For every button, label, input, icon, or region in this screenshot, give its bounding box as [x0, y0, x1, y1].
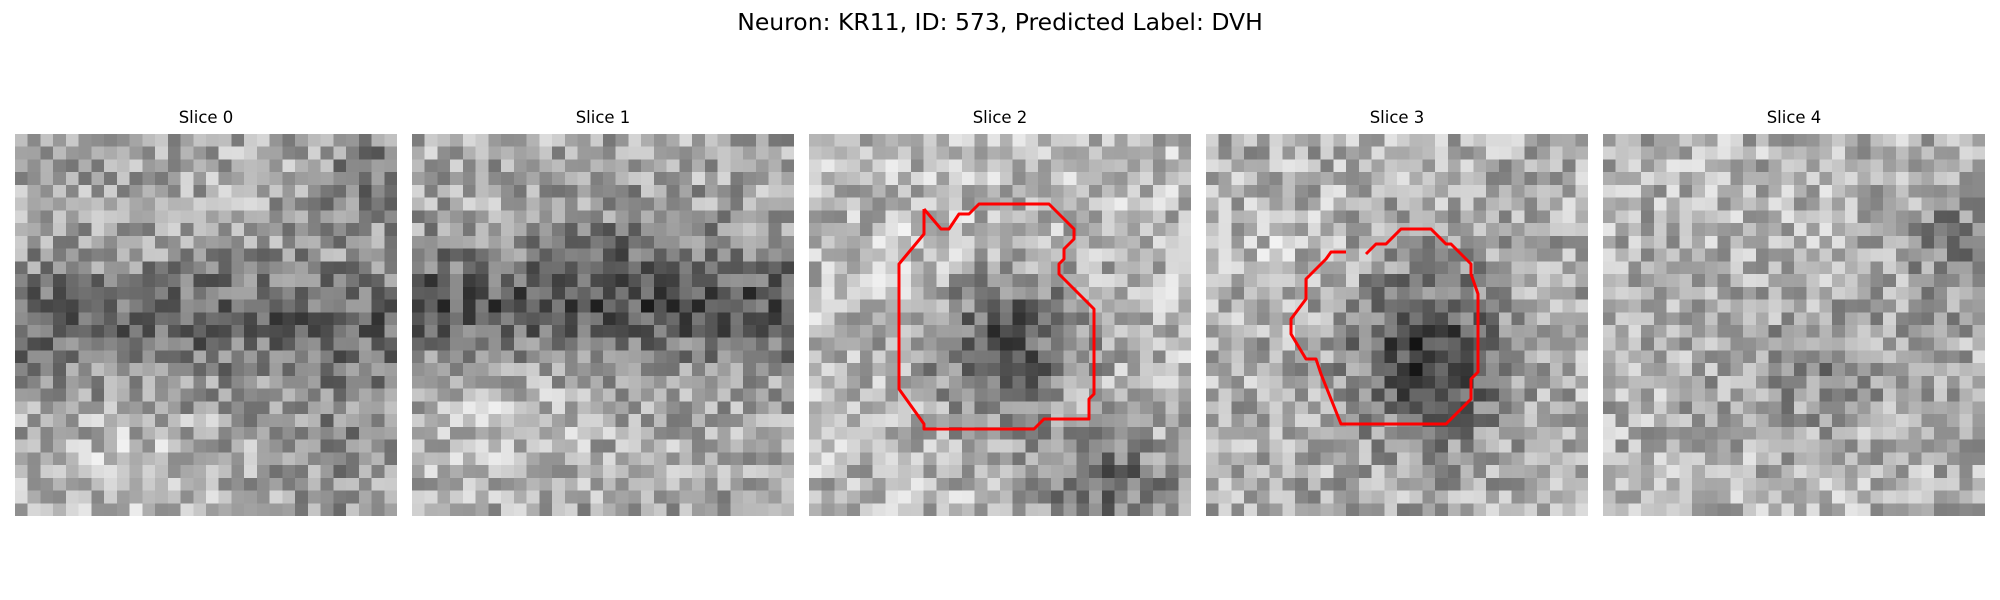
slice-title: Slice 0: [178, 108, 234, 127]
slice-panel-3: Slice 3: [1206, 108, 1588, 516]
slice-3-image-canvas: [1206, 134, 1588, 516]
slice-1-image-canvas: [412, 134, 794, 516]
roi-contour-line: [897, 202, 1096, 431]
slice-image: [15, 134, 397, 516]
roi-contour-overlay: [897, 202, 1096, 431]
roi-contour-overlay: [1289, 227, 1480, 426]
roi-contour-line: [1289, 227, 1480, 426]
slice-image: [1206, 134, 1588, 516]
slice-2-image-canvas: [809, 134, 1191, 516]
slice-image: [1603, 134, 1985, 516]
slice-4-image-canvas: [1603, 134, 1985, 516]
slice-title: Slice 3: [1369, 108, 1425, 127]
figure-title: Neuron: KR11, ID: 573, Predicted Label: …: [737, 8, 1263, 36]
slice-panel-0: Slice 0: [15, 108, 397, 516]
slice-image: [412, 134, 794, 516]
slice-title: Slice 2: [972, 108, 1028, 127]
slice-panel-2: Slice 2: [809, 108, 1191, 516]
slice-title: Slice 4: [1766, 108, 1822, 127]
slice-panel-1: Slice 1: [412, 108, 794, 516]
slice-panel-4: Slice 4: [1603, 108, 1985, 516]
slice-image: [809, 134, 1191, 516]
slice-title: Slice 1: [575, 108, 631, 127]
slice-0-image-canvas: [15, 134, 397, 516]
